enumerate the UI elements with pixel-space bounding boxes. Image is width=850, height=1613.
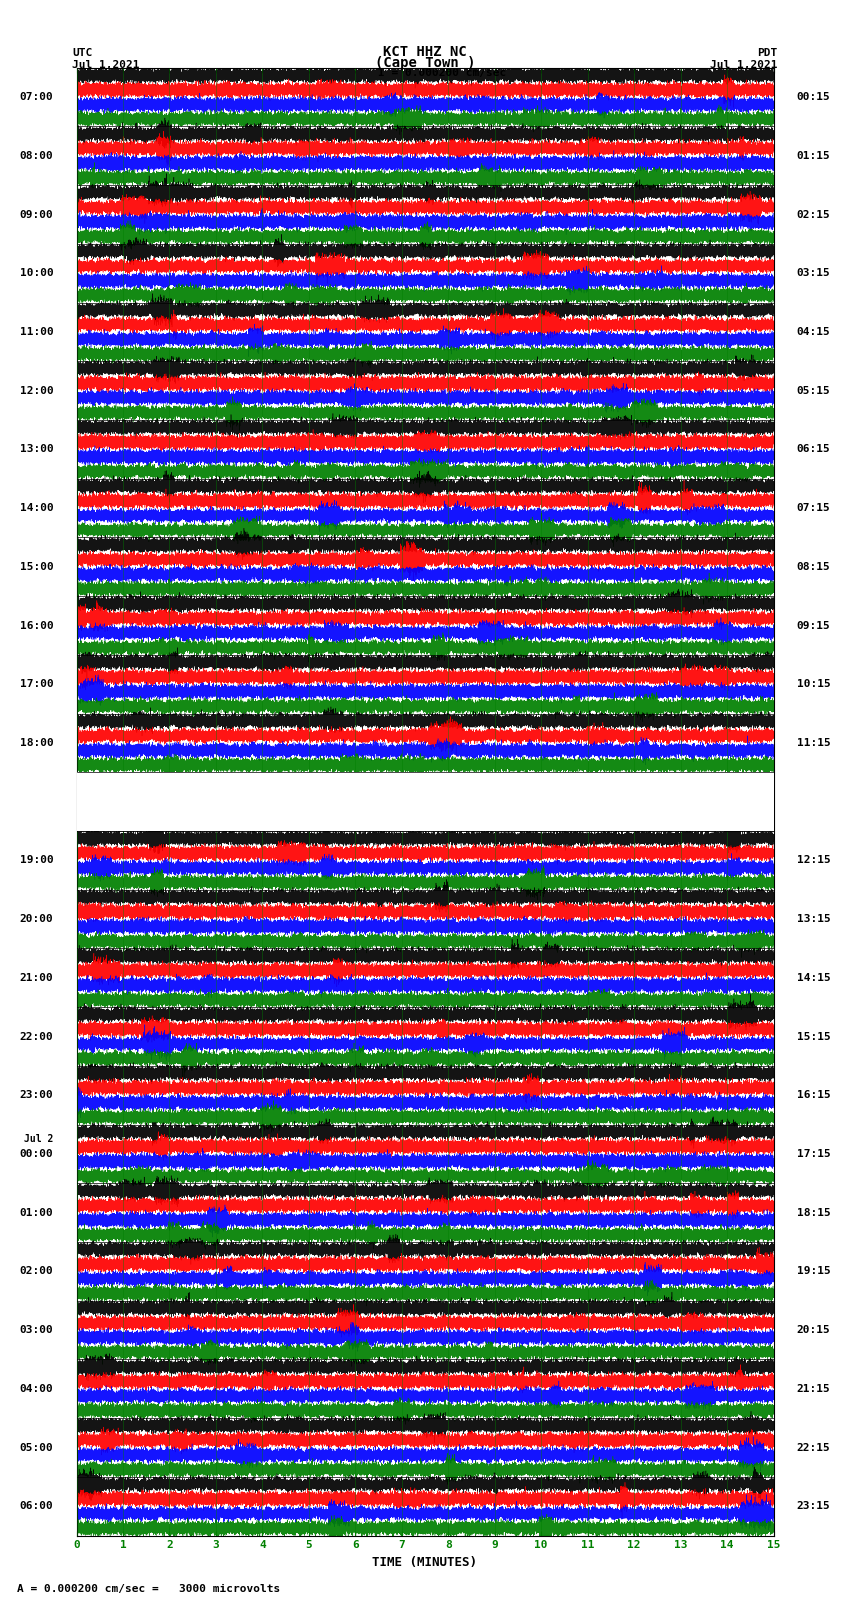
Text: 21:15: 21:15 <box>796 1384 830 1394</box>
Text: 22:00: 22:00 <box>20 1032 54 1042</box>
Text: 21:00: 21:00 <box>20 973 54 982</box>
Text: 13:15: 13:15 <box>796 915 830 924</box>
Text: 12:15: 12:15 <box>796 855 830 865</box>
Text: 23:15: 23:15 <box>796 1502 830 1511</box>
Text: PDT: PDT <box>757 48 778 58</box>
Text: 07:00: 07:00 <box>20 92 54 102</box>
Text: 16:15: 16:15 <box>796 1090 830 1100</box>
Text: 14:00: 14:00 <box>20 503 54 513</box>
Text: 05:00: 05:00 <box>20 1442 54 1452</box>
Text: 20:00: 20:00 <box>20 915 54 924</box>
Bar <box>76 773 774 831</box>
Text: A = 0.000200 cm/sec =   3000 microvolts: A = 0.000200 cm/sec = 3000 microvolts <box>17 1584 280 1594</box>
Text: 05:15: 05:15 <box>796 386 830 395</box>
Text: 03:15: 03:15 <box>796 268 830 277</box>
Text: 10:15: 10:15 <box>796 679 830 689</box>
Text: 15:15: 15:15 <box>796 1032 830 1042</box>
Text: UTC: UTC <box>72 48 93 58</box>
Text: 22:15: 22:15 <box>796 1442 830 1452</box>
Text: 04:00: 04:00 <box>20 1384 54 1394</box>
Text: 18:15: 18:15 <box>796 1208 830 1218</box>
Text: 01:00: 01:00 <box>20 1208 54 1218</box>
Text: 11:00: 11:00 <box>20 327 54 337</box>
Text: 03:00: 03:00 <box>20 1326 54 1336</box>
Text: 17:15: 17:15 <box>796 1148 830 1158</box>
Text: 15:00: 15:00 <box>20 561 54 571</box>
Text: 12:00: 12:00 <box>20 386 54 395</box>
Text: 02:00: 02:00 <box>20 1266 54 1276</box>
Text: 01:15: 01:15 <box>796 152 830 161</box>
Text: Jul 1,2021: Jul 1,2021 <box>711 60 778 69</box>
Text: 07:15: 07:15 <box>796 503 830 513</box>
Text: 02:15: 02:15 <box>796 210 830 219</box>
Text: I = 0.000200 cm/sec: I = 0.000200 cm/sec <box>378 68 506 77</box>
Text: 11:15: 11:15 <box>796 739 830 748</box>
Text: (Cape Town ): (Cape Town ) <box>375 56 475 71</box>
X-axis label: TIME (MINUTES): TIME (MINUTES) <box>372 1557 478 1569</box>
Text: 09:15: 09:15 <box>796 621 830 631</box>
Text: Jul 2: Jul 2 <box>24 1134 54 1144</box>
Text: 17:00: 17:00 <box>20 679 54 689</box>
Text: 16:00: 16:00 <box>20 621 54 631</box>
Text: 04:15: 04:15 <box>796 327 830 337</box>
Text: 13:00: 13:00 <box>20 445 54 455</box>
Text: Jul 1,2021: Jul 1,2021 <box>72 60 139 69</box>
Text: 19:15: 19:15 <box>796 1266 830 1276</box>
Text: KCT HHZ NC: KCT HHZ NC <box>383 45 467 60</box>
Text: 00:15: 00:15 <box>796 92 830 102</box>
Text: 23:00: 23:00 <box>20 1090 54 1100</box>
Text: 08:15: 08:15 <box>796 561 830 571</box>
Text: 19:00: 19:00 <box>20 855 54 865</box>
Text: 14:15: 14:15 <box>796 973 830 982</box>
Text: 06:15: 06:15 <box>796 445 830 455</box>
Text: 09:00: 09:00 <box>20 210 54 219</box>
Text: 10:00: 10:00 <box>20 268 54 277</box>
Text: 18:00: 18:00 <box>20 739 54 748</box>
Text: 20:15: 20:15 <box>796 1326 830 1336</box>
Text: 08:00: 08:00 <box>20 152 54 161</box>
Text: 06:00: 06:00 <box>20 1502 54 1511</box>
Text: 00:00: 00:00 <box>20 1148 54 1158</box>
